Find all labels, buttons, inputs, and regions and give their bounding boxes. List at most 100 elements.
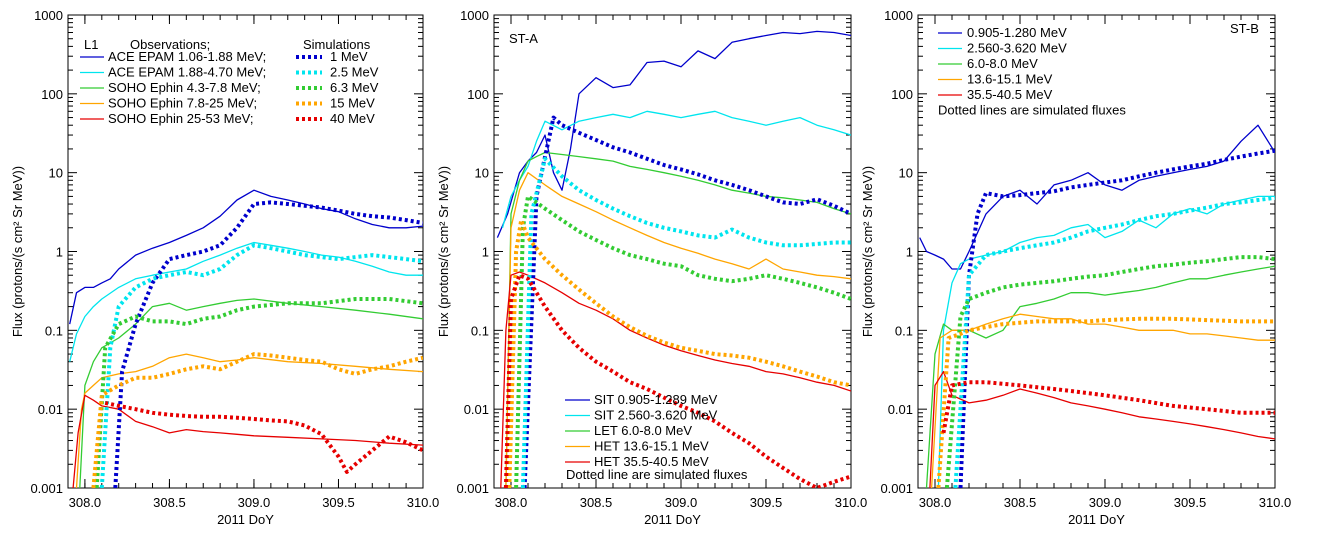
series-line-dotted-8 [514, 194, 851, 488]
legend-entry: SIT 0.905-1.289 MeV [594, 392, 718, 407]
legend-entry: 6.0-8.0 MeV [967, 56, 1038, 71]
y-tick-label: 0.1 [471, 323, 489, 338]
x-tick-label: 310.0 [1259, 495, 1292, 510]
legend: L1 Observations; Simulations ACE EPAM 1.06-… [80, 37, 379, 126]
legend-entry: ACE EPAM 1.06-1.88 MeV; [108, 49, 266, 64]
legend-note: Dotted line are simulated fluxes [566, 467, 748, 482]
series-line-dotted-7 [953, 195, 1275, 488]
y-tick-label: 1 [482, 245, 489, 260]
x-tick-label: 309.5 [1174, 495, 1207, 510]
legend-entry: SOHO Ephin 7.8-25 MeV; [108, 96, 257, 111]
legend-entry: 13.6-15.1 MeV [967, 72, 1053, 87]
series-line-solid-1 [69, 189, 423, 325]
y-tick-label: 10 [49, 166, 63, 181]
x-axis-label: 2011 DoY [1068, 512, 1125, 527]
legend-entry: 35.5-40.5 MeV [967, 87, 1053, 102]
y-tick-label: 100 [467, 87, 489, 102]
legend-entry: HET 35.5-40.5 MeV [594, 454, 709, 469]
x-axis-label: 2011 DoY [644, 512, 701, 527]
series-line-dotted-6 [958, 148, 1275, 488]
legend-entry: 1 MeV [330, 49, 368, 64]
x-tick-label: 308.0 [495, 495, 528, 510]
panel-label: ST-B [1230, 21, 1259, 36]
legend-note: Dotted lines are simulated fluxes [938, 103, 1126, 118]
legend-entry: 2.5 MeV [330, 65, 379, 80]
legend-header-observations: Observations; [130, 37, 210, 52]
series-line-solid-5 [500, 271, 851, 488]
legend-entry: 40 MeV [330, 111, 375, 126]
y-tick-label: 1 [56, 245, 63, 260]
x-tick-label: 309.5 [750, 495, 783, 510]
y-tick-label: 100 [891, 87, 913, 102]
y-tick-label: 0.01 [38, 402, 63, 417]
y-axis-label: Flux (protons/(s cm² Sr MeV)) [860, 166, 875, 337]
x-tick-label: 308.5 [1004, 495, 1037, 510]
y-tick-label: 100 [41, 87, 63, 102]
y-tick-label: 1 [906, 245, 913, 260]
y-tick-label: 10 [475, 166, 489, 181]
legend-entry: HET 13.6-15.1 MeV [594, 439, 709, 454]
x-tick-label: 309.0 [238, 495, 271, 510]
series-line-solid-5 [929, 370, 1275, 488]
series-line-dotted-9 [91, 352, 423, 488]
y-tick-label: 0.01 [888, 402, 913, 417]
y-tick-label: 0.001 [456, 481, 489, 496]
series-line-dotted-8 [944, 255, 1275, 488]
y-tick-label: 0.001 [880, 481, 913, 496]
series-line-solid-5 [72, 394, 423, 488]
series-line-dotted-10 [104, 400, 423, 474]
legend-entry: 6.3 MeV [330, 80, 379, 95]
series-line-dotted-8 [94, 297, 423, 488]
x-tick-label: 309.5 [322, 495, 355, 510]
panel-1: 0.001 0.01 0.1 1 10 100 1000 308.0 308.5 309.0 309… [10, 8, 439, 527]
legend-entry: ACE EPAM 1.88-4.70 MeV; [108, 65, 266, 80]
x-axis-label: 2011 DoY [217, 512, 274, 527]
y-tick-label: 0.1 [45, 323, 63, 338]
panel-2: 0.001 0.01 0.1 1 10 100 1000 308.0 308.5 309.0 309… [436, 8, 867, 527]
series-line-dotted-7 [520, 156, 851, 488]
series-line-solid-3 [925, 265, 1275, 488]
legend-entry: 2.560-3.620 MeV [967, 41, 1067, 56]
y-tick-label: 1000 [460, 8, 489, 23]
panel-label: ST-A [509, 31, 538, 46]
y-axis-label: Flux (protons/(s cm² Sr MeV)) [436, 166, 451, 337]
x-tick-label: 310.0 [407, 495, 440, 510]
y-tick-label: 1000 [34, 8, 63, 23]
y-tick-label: 10 [899, 166, 913, 181]
series-line-solid-3 [505, 151, 851, 488]
series-line-solid-2 [69, 241, 423, 362]
series-line-dotted-6 [522, 115, 851, 488]
legend-entry: SIT 2.560-3.620 MeV [594, 408, 718, 423]
series-line-dotted-9 [507, 218, 851, 488]
series-group [69, 189, 423, 488]
legend-entry: 0.905-1.280 MeV [967, 25, 1067, 40]
legend-entry: SOHO Ephin 25-53 MeV; [108, 111, 253, 126]
legend-entry: 15 MeV [330, 96, 375, 111]
series-group [919, 124, 1275, 488]
series-line-solid-2 [937, 195, 1275, 488]
series-line-solid-4 [75, 353, 423, 488]
y-tick-label: 0.1 [895, 323, 913, 338]
y-axis-label: Flux (protons/(s cm² Sr MeV)) [10, 166, 25, 337]
panel-label: L1 [84, 37, 98, 52]
x-tick-label: 309.0 [665, 495, 698, 510]
y-tick-label: 0.001 [30, 481, 63, 496]
y-tick-label: 0.01 [464, 402, 489, 417]
series-line-dotted-6 [113, 200, 423, 488]
series-line-dotted-7 [99, 243, 423, 488]
x-tick-label: 308.5 [153, 495, 186, 510]
panel-3: 0.001 0.01 0.1 1 10 100 1000 308.0 308.5 309.0 309… [860, 8, 1291, 527]
x-tick-label: 310.0 [835, 495, 868, 510]
legend-header-simulations: Simulations [303, 37, 371, 52]
y-tick-label: 1000 [884, 8, 913, 23]
x-tick-label: 309.0 [1089, 495, 1122, 510]
legend-entry: SOHO Ephin 4.3-7.8 MeV; [108, 80, 261, 95]
series-group [496, 30, 851, 488]
x-tick-label: 308.0 [919, 495, 952, 510]
legend-entry: LET 6.0-8.0 MeV [594, 423, 692, 438]
x-tick-label: 308.0 [69, 495, 102, 510]
series-line-solid-2 [501, 110, 851, 228]
